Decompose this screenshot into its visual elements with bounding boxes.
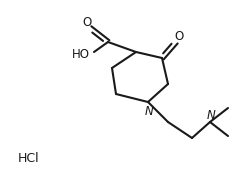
Text: O: O <box>82 15 92 28</box>
Text: HCl: HCl <box>18 152 40 165</box>
Text: N: N <box>145 105 153 118</box>
Text: N: N <box>207 109 215 122</box>
Text: HO: HO <box>72 48 90 60</box>
Text: O: O <box>174 30 184 42</box>
